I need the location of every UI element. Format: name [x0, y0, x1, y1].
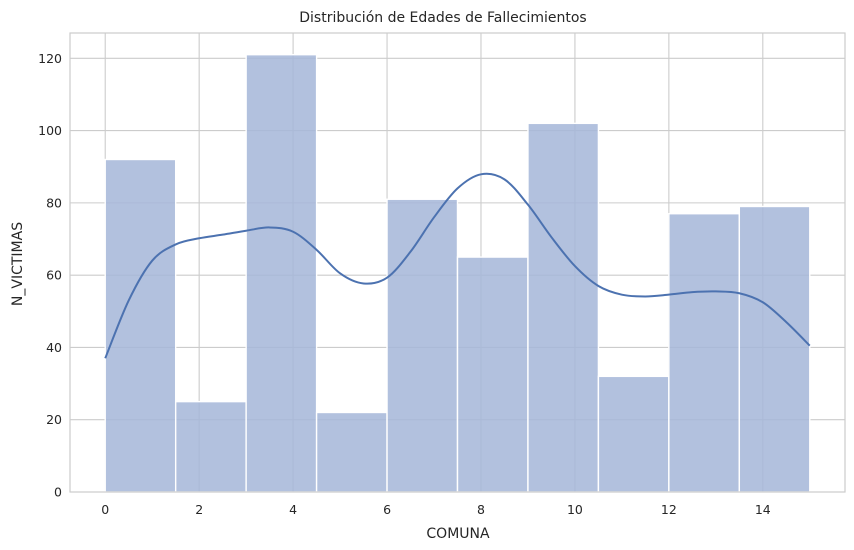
histogram-bar-0	[104, 158, 177, 493]
histogram-bar-7	[597, 375, 670, 493]
axes-frame	[69, 32, 846, 493]
y-tick-labels: 0 20 40 60 80 100 120	[38, 51, 62, 500]
x-axis-label: COMUNA	[426, 526, 490, 542]
x-tick-label-14: 14	[755, 502, 771, 517]
y-axis-label: N_VICTIMAS	[10, 222, 26, 306]
histogram-bar-4	[386, 198, 459, 493]
x-tick-label-2: 2	[195, 502, 203, 517]
kde-curve-group	[104, 172, 811, 359]
y-tick-label-120: 120	[38, 51, 62, 66]
x-tick-label-6: 6	[383, 502, 391, 517]
histogram-bar-6	[527, 122, 600, 493]
chart-title: Distribución de Edades de Fallecimientos	[299, 10, 586, 26]
x-tick-labels: 0 2 4 6 8 10 12 14	[101, 502, 771, 517]
histogram-bar-5	[456, 256, 529, 493]
histogram-bars	[104, 53, 811, 493]
y-tick-label-60: 60	[46, 268, 62, 283]
plot-frame	[69, 32, 846, 493]
x-tick-label-10: 10	[567, 502, 583, 517]
y-tick-label-100: 100	[38, 123, 62, 138]
histogram-bar-9	[738, 205, 811, 493]
y-tick-label-0: 0	[54, 485, 62, 500]
y-tick-label-20: 20	[46, 412, 62, 427]
x-tick-label-0: 0	[101, 502, 109, 517]
kde-curve	[104, 172, 811, 359]
histogram-bar-2	[245, 53, 318, 493]
histogram-bar-1	[174, 400, 247, 493]
x-tick-label-12: 12	[661, 502, 677, 517]
x-tick-label-8: 8	[477, 502, 485, 517]
x-tick-label-4: 4	[289, 502, 297, 517]
histogram-bar-8	[668, 213, 741, 493]
histogram-bar-3	[315, 411, 388, 493]
y-tick-label-40: 40	[46, 340, 62, 355]
y-tick-label-80: 80	[46, 195, 62, 210]
